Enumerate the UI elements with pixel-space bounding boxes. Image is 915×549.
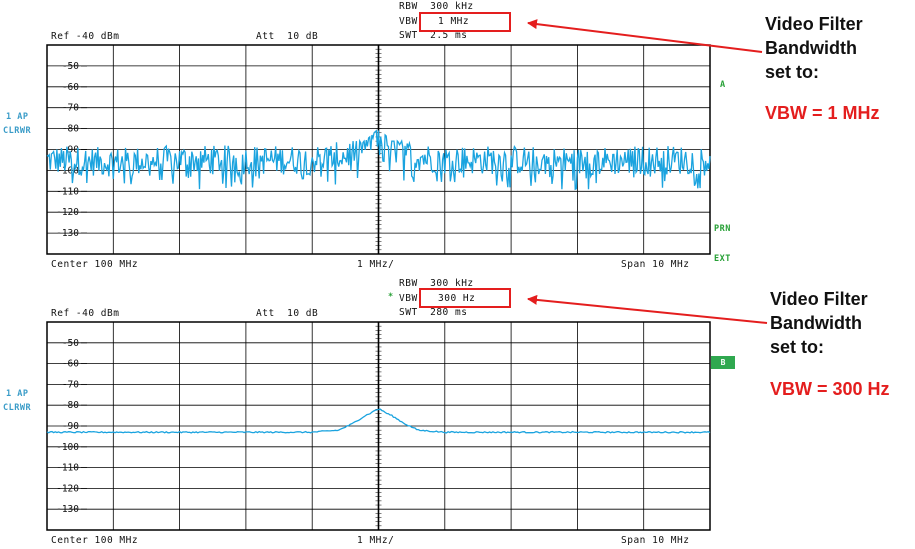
bottom-center-freq: Center 100 MHz [51, 535, 139, 546]
annotation-top-line1: Video Filter [765, 14, 863, 34]
top-trace-line [46, 129, 711, 191]
bottom-y-tick-label: -110 [56, 463, 79, 474]
top-y-tick-label: -60 [62, 82, 79, 93]
top-center-freq: Center 100 MHz [51, 259, 139, 270]
top-annotation-arrow [527, 19, 763, 53]
bottom-vbw-marker: * [388, 292, 394, 302]
top-y-tick-label: -110 [56, 186, 79, 197]
bottom-vbw-highlight-box [419, 288, 511, 308]
top-vbw-value: 1 MHz [438, 16, 470, 27]
top-att: Att 10 dB [256, 31, 319, 42]
annotation-top-line3: set to: [765, 62, 819, 82]
bottom-y-tick-label: -50 [62, 338, 79, 349]
bottom-trace-line [46, 408, 711, 434]
top-trace-letter: A [720, 80, 726, 90]
annotation-bottom-line1: Video Filter [770, 289, 868, 309]
top-vbw-label: VBW [399, 16, 418, 27]
top-y-tick-label: -70 [62, 103, 79, 114]
bottom-trace-letter-badge: B [711, 356, 735, 369]
annotation-top-value: VBW = 1 MHz [765, 103, 880, 123]
top-y-tick-label: -90 [62, 145, 79, 156]
bottom-indicator-ext: EXT [714, 254, 731, 264]
annotation-bottom-line2: Bandwidth [770, 313, 862, 333]
bottom-y-tick-label: -80 [62, 400, 79, 411]
bottom-annotation-arrow [527, 294, 768, 324]
bottom-trace-mode-1: 1 AP [6, 389, 29, 399]
bottom-y-tick-label: -90 [62, 421, 79, 432]
top-y-tick-label: -130 [56, 228, 79, 239]
bottom-y-tick-label: -100 [56, 442, 79, 453]
annotation-bottom-line3: set to: [770, 337, 824, 357]
bottom-ref-level: Ref -40 dBm [51, 308, 120, 319]
top-indicator-prn: PRN [714, 224, 731, 234]
top-rbw: RBW 300 kHz [399, 1, 474, 12]
bottom-trace-mode-2: CLRWR [3, 403, 32, 413]
bottom-span: Span 10 MHz [621, 535, 690, 546]
top-y-tick-label: -80 [62, 124, 79, 135]
bottom-y-tick-label: -70 [62, 379, 79, 390]
bottom-att: Att 10 dB [256, 308, 319, 319]
top-trace-mode-1: 1 AP [6, 112, 29, 122]
bottom-div: 1 MHz/ [357, 535, 395, 546]
top-trace-mode-2: CLRWR [3, 126, 32, 136]
annotation-bottom-value: VBW = 300 Hz [770, 379, 890, 399]
bottom-y-tick-label: -120 [56, 483, 79, 494]
top-div: 1 MHz/ [357, 259, 395, 270]
top-y-tick-label: -100 [56, 165, 79, 176]
bottom-vbw-value: 300 Hz [438, 293, 476, 304]
top-span: Span 10 MHz [621, 259, 690, 270]
top-swt: SWT 2.5 ms [399, 30, 468, 41]
bottom-y-tick-label: -60 [62, 359, 79, 370]
top-ref-level: Ref -40 dBm [51, 31, 120, 42]
top-y-tick-label: -50 [62, 61, 79, 72]
bottom-swt: SWT 280 ms [399, 307, 468, 318]
bottom-rbw: RBW 300 kHz [399, 278, 474, 289]
bottom-vbw-label: VBW [399, 293, 418, 304]
bottom-y-tick-label: -130 [56, 504, 79, 515]
annotation-top-line2: Bandwidth [765, 38, 857, 58]
top-y-tick-label: -120 [56, 207, 79, 218]
top-vbw-highlight-box [419, 12, 511, 32]
